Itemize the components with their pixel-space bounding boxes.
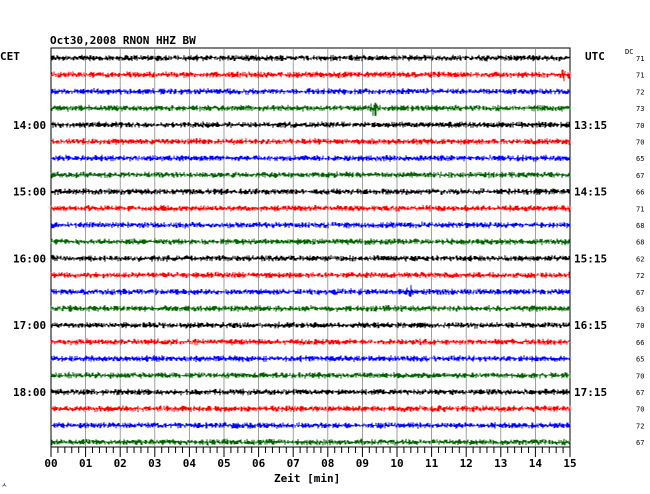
dc-value: 63 xyxy=(636,306,644,314)
plot-frame xyxy=(50,47,571,448)
x-tick-label: 01 xyxy=(79,457,93,470)
cet-hour-label: 18:00 xyxy=(13,386,46,399)
x-tick-label: 05 xyxy=(217,457,230,470)
trace-row xyxy=(50,338,571,346)
trace-row xyxy=(50,405,571,413)
x-axis: 00 01 02 03 04 05 06 07 08 09 10 11 12 13 14 15 xyxy=(44,447,577,470)
trace-row xyxy=(50,171,571,179)
trace-row xyxy=(50,421,571,429)
x-tick-label: 15 xyxy=(563,457,576,470)
trace-row xyxy=(50,321,571,329)
x-tick-label: 06 xyxy=(252,457,266,470)
dc-value: 72 xyxy=(636,272,644,280)
dc-value: 66 xyxy=(636,189,644,197)
x-tick-label: 10 xyxy=(390,457,403,470)
dc-value: 73 xyxy=(636,105,644,113)
dc-value: 67 xyxy=(636,289,644,297)
dc-value: 70 xyxy=(636,122,644,130)
trace-row xyxy=(50,438,571,446)
chart-grid xyxy=(50,47,571,448)
dc-value: 65 xyxy=(636,356,644,364)
x-tick-label: 09 xyxy=(356,457,369,470)
dc-value: 66 xyxy=(636,339,644,347)
trace-row xyxy=(50,221,571,229)
dc-value: 71 xyxy=(636,55,644,63)
trace-row xyxy=(50,285,571,297)
utc-hour-label: 15:15 xyxy=(574,252,607,265)
utc-hour-label: 13:15 xyxy=(574,119,607,132)
dc-value: 71 xyxy=(636,72,644,80)
x-tick-label: 14 xyxy=(529,457,543,470)
dc-value: 65 xyxy=(636,155,644,163)
trace-row xyxy=(50,102,571,116)
x-tick-label: 02 xyxy=(114,457,127,470)
trace-row xyxy=(50,371,571,379)
cet-hour-label: 17:00 xyxy=(13,319,46,332)
x-tick-label: 11 xyxy=(425,457,439,470)
dc-value: 67 xyxy=(636,389,644,397)
trace-row xyxy=(50,87,571,95)
x-axis-label: Zeit [min] xyxy=(274,472,341,485)
trace-row xyxy=(50,204,571,212)
cet-hour-label: 14:00 xyxy=(13,119,46,132)
dc-value: 70 xyxy=(636,372,644,380)
dc-value: 68 xyxy=(636,222,644,230)
cet-hour-label: 16:00 xyxy=(13,252,46,265)
x-tick-label: 12 xyxy=(460,457,473,470)
trace-row xyxy=(50,138,571,145)
dc-value: 70 xyxy=(636,406,644,414)
chart-title: Oct30,2008 RNON HHZ BW xyxy=(50,34,196,47)
x-tick-label: 08 xyxy=(321,457,334,470)
utc-axis-label: UTC xyxy=(585,50,605,63)
dc-column-label: DC xyxy=(625,48,634,56)
dc-value: 72 xyxy=(636,88,644,96)
dc-value: 70 xyxy=(636,139,644,147)
trace-row xyxy=(50,154,571,162)
x-tick-label: 04 xyxy=(183,457,197,470)
trace-row xyxy=(50,238,571,246)
trace-row xyxy=(50,254,571,262)
trace-row xyxy=(50,121,571,129)
corner-mark: ㅅ xyxy=(1,481,8,489)
trace-group xyxy=(50,54,571,446)
dc-value: 62 xyxy=(636,255,644,263)
trace-row xyxy=(50,54,571,62)
dc-value: 72 xyxy=(636,422,644,430)
x-tick-label: 13 xyxy=(494,457,507,470)
utc-hour-label: 16:15 xyxy=(574,319,607,332)
x-tick-label: 03 xyxy=(148,457,161,470)
trace-row xyxy=(50,305,571,312)
cet-axis-label: CET xyxy=(0,50,20,63)
dc-value: 67 xyxy=(636,439,644,447)
utc-hour-label: 17:15 xyxy=(574,386,607,399)
utc-hour-label: 14:15 xyxy=(574,186,607,199)
trace-row xyxy=(50,188,571,195)
row-labels: 14:00 15:00 16:00 17:00 18:00 13:15 14:15 15:15… xyxy=(13,55,644,447)
trace-row xyxy=(50,69,571,82)
x-tick-label: 00 xyxy=(44,457,57,470)
trace-row xyxy=(50,388,571,396)
trace-row xyxy=(50,355,571,363)
dc-value: 67 xyxy=(636,172,644,180)
cet-hour-label: 15:00 xyxy=(13,186,46,199)
trace-row xyxy=(50,271,571,279)
dc-value: 68 xyxy=(636,239,644,247)
dc-value: 70 xyxy=(636,322,644,330)
x-tick-label: 07 xyxy=(287,457,300,470)
dc-value: 71 xyxy=(636,205,644,213)
